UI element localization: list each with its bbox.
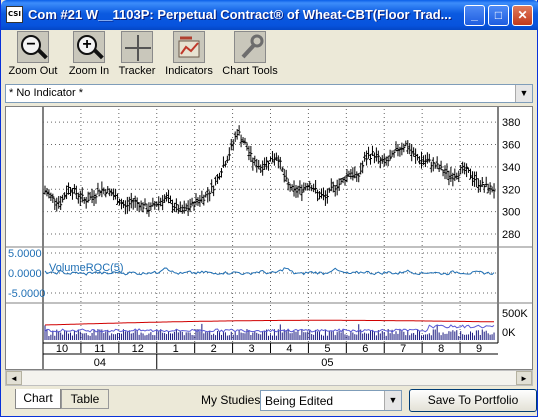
scroll-right-icon[interactable]: ► bbox=[516, 371, 532, 385]
zoom-out-icon: − bbox=[17, 31, 49, 63]
tracker-label: Tracker bbox=[118, 65, 156, 77]
volume-average-line bbox=[44, 324, 495, 333]
price-chart-svg[interactable]: 380 360 340 320 300 280 5.0000 0.0000 -5.0000 Vol… bbox=[6, 107, 532, 369]
scroll-left-icon[interactable]: ◄ bbox=[6, 371, 22, 385]
open-interest-line bbox=[44, 319, 494, 326]
app-icon[interactable]: CSI bbox=[6, 6, 23, 23]
chevron-down-icon[interactable]: ▼ bbox=[515, 85, 532, 102]
maximize-button[interactable]: □ bbox=[488, 5, 509, 26]
year-label: 05 bbox=[321, 357, 333, 369]
roc-series-line bbox=[44, 267, 495, 276]
month-tick-label: 2 bbox=[211, 343, 217, 355]
price-tick-label: 340 bbox=[502, 162, 520, 174]
year-label: 04 bbox=[94, 357, 106, 369]
month-tick-label: 11 bbox=[94, 343, 105, 355]
month-tick-label: 6 bbox=[362, 343, 368, 355]
wrench-icon bbox=[234, 31, 266, 63]
zoom-in-icon: + bbox=[73, 31, 105, 63]
roc-tick-label: -5.0000 bbox=[8, 288, 45, 300]
month-tick-label: 10 bbox=[56, 343, 68, 355]
month-tick-label: 12 bbox=[132, 343, 144, 355]
price-tick-label: 360 bbox=[502, 140, 520, 152]
indicators-label: Indicators bbox=[165, 65, 213, 77]
indicators-icon bbox=[173, 31, 205, 63]
tracker-button[interactable]: Tracker bbox=[115, 31, 159, 77]
month-tick-label: 1 bbox=[173, 343, 179, 355]
month-tick-label: 4 bbox=[286, 343, 292, 355]
chevron-down-icon[interactable]: ▼ bbox=[384, 391, 401, 410]
indicator-select-value: * No Indicator * bbox=[9, 87, 83, 99]
zoom-out-label: Zoom Out bbox=[8, 65, 58, 77]
month-tick-label: 9 bbox=[476, 343, 482, 355]
indicators-button[interactable]: Indicators bbox=[162, 31, 216, 77]
my-studies-select[interactable]: Being Edited ▼ bbox=[260, 390, 402, 411]
horizontal-scrollbar[interactable]: ◄ ► bbox=[5, 370, 533, 386]
zoom-in-label: Zoom In bbox=[68, 65, 110, 77]
month-tick-label: 5 bbox=[324, 343, 330, 355]
zoom-in-button[interactable]: + Zoom In bbox=[63, 31, 115, 77]
title-bar[interactable]: CSI Com #21 W__1103P: Perpetual Contract… bbox=[1, 0, 538, 30]
month-tick-label: 8 bbox=[438, 343, 444, 355]
indicator-select[interactable]: * No Indicator * ▼ bbox=[5, 84, 533, 103]
price-tick-label: 320 bbox=[502, 184, 520, 196]
roc-series-label: VolumeROC(5) bbox=[49, 262, 124, 274]
my-studies-value: Being Edited bbox=[265, 394, 334, 408]
toolbar: − Zoom Out + Zoom In Tracker Indicators … bbox=[4, 30, 534, 82]
chart-tools-label: Chart Tools bbox=[222, 65, 278, 77]
price-tick-label: 380 bbox=[502, 117, 520, 129]
month-tick-label: 3 bbox=[248, 343, 254, 355]
crosshair-icon bbox=[121, 31, 153, 63]
roc-tick-label: 5.0000 bbox=[8, 248, 42, 260]
month-tick-label: 7 bbox=[400, 343, 406, 355]
chart-tools-button[interactable]: Chart Tools bbox=[218, 31, 282, 77]
minimize-button[interactable]: _ bbox=[464, 5, 485, 26]
zoom-out-button[interactable]: − Zoom Out bbox=[6, 31, 60, 77]
bottom-bar: Chart Table My Studies: Being Edited ▼ S… bbox=[1, 387, 538, 417]
price-tick-label: 300 bbox=[502, 207, 520, 219]
window-title: Com #21 W__1103P: Perpetual Contract® of… bbox=[28, 7, 452, 22]
close-button[interactable]: ✕ bbox=[512, 5, 533, 26]
tab-chart[interactable]: Chart bbox=[15, 389, 61, 409]
tab-table[interactable]: Table bbox=[61, 389, 109, 409]
roc-tick-label: 0.0000 bbox=[8, 268, 42, 280]
volume-tick-label: 500K bbox=[502, 308, 528, 320]
chart-area[interactable]: 380 360 340 320 300 280 5.0000 0.0000 -5.0000 Vol… bbox=[5, 106, 533, 370]
volume-tick-label: 0K bbox=[502, 327, 516, 339]
price-tick-label: 280 bbox=[502, 229, 520, 241]
save-to-portfolio-button[interactable]: Save To Portfolio bbox=[409, 389, 537, 412]
my-studies-label: My Studies: bbox=[201, 393, 264, 407]
